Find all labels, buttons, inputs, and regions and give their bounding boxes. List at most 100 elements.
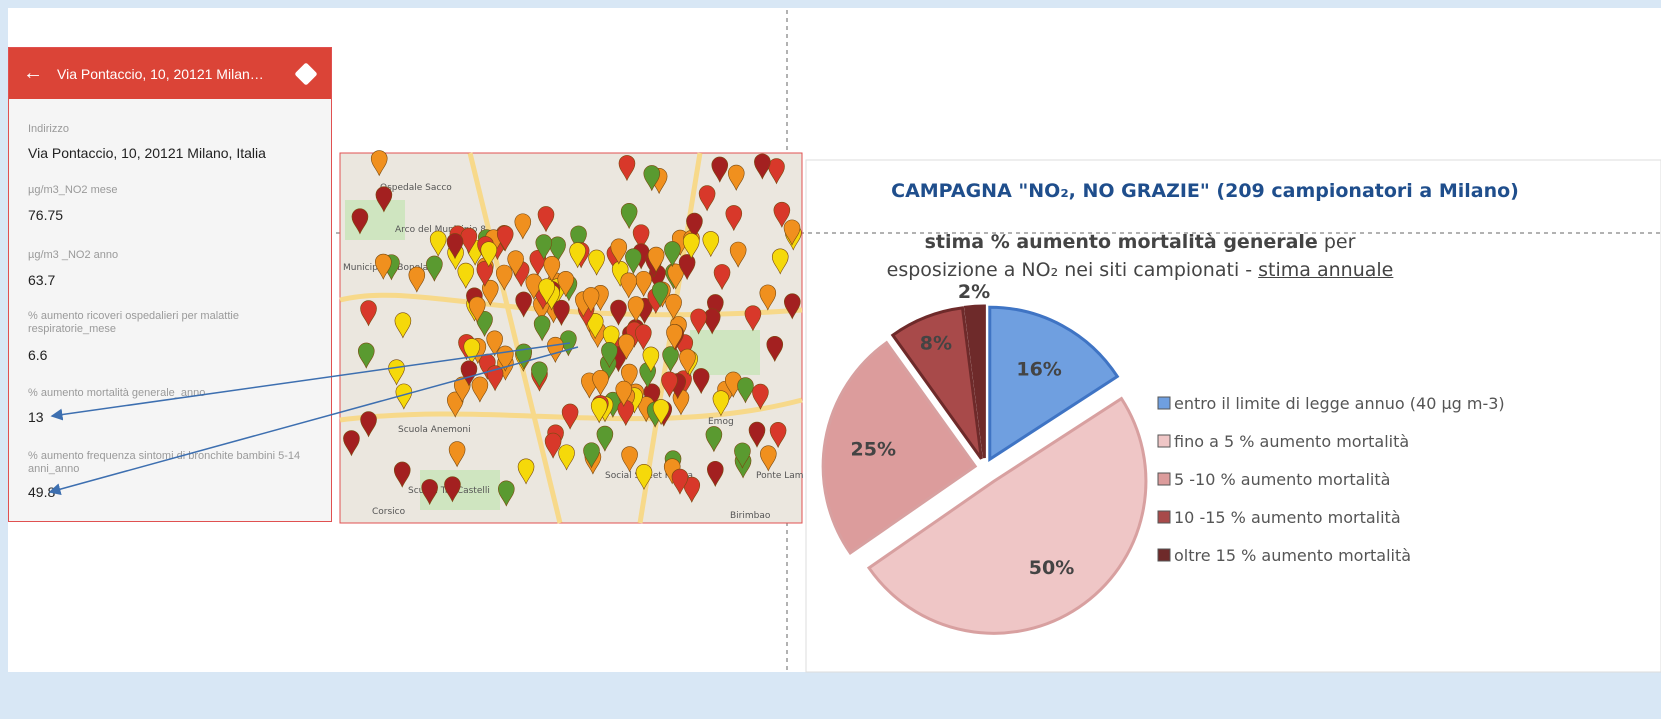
map-pin [351,208,369,235]
info-panel: ← Via Pontaccio, 10, 20121 Milan… Indiri… [8,47,332,522]
subtitle-part: per esposizione a NO₂ nei siti campionat… [886,231,1356,281]
map-pin [773,201,791,228]
map-pin [625,248,642,275]
map-pin [706,461,724,488]
map-pin [643,165,661,192]
map-pin [759,284,777,311]
field-value: Via Pontaccio, 10, 20121 Milano, Italia [28,145,266,161]
map-pin [457,262,475,289]
legend-swatch [1157,472,1171,486]
map-pin [702,231,720,258]
map-pin [460,227,478,254]
map-pin [665,294,682,320]
map-pin [476,260,494,287]
park [690,330,760,375]
map-pin [771,248,789,275]
field-label: µg/m3 _NO2 anno [28,249,119,261]
map-pin [682,233,700,260]
map-pin [712,390,730,417]
slice-label: 16% [1016,358,1061,380]
map-pin [652,399,670,426]
map-pin [514,213,532,240]
back-button[interactable]: ← [23,62,43,84]
map-pin [632,224,650,251]
map-pin [754,153,771,180]
map-pin [375,186,393,213]
map-pin [647,246,665,273]
map-pin [408,266,426,293]
field-value: 13 [28,409,44,425]
map-pin [769,422,787,449]
map-pin [690,308,707,335]
map-pin [635,464,653,491]
map-pin [602,325,620,352]
map-pin [537,206,555,233]
pie-slice [890,306,983,460]
legend-swatch [1157,510,1171,524]
field-value: 63.7 [28,272,56,288]
map-pin [783,293,801,320]
legend-label: oltre 15 % aumento mortalità [1174,546,1411,565]
map-pin [642,346,660,373]
map-pin [621,446,638,473]
map-pin [760,445,777,472]
map-pin [535,234,553,261]
map-pin [620,272,638,299]
map-pin [725,205,743,232]
panel-header: ← Via Pontaccio, 10, 20121 Milan… [9,48,331,99]
map-pin [476,311,493,338]
map-pin [610,299,627,326]
map-pin [507,250,524,277]
map-pin [429,230,447,257]
map-pin [768,158,785,185]
map-pin [468,296,486,323]
map-pin [766,336,784,363]
map-pin [596,425,614,452]
map-pin [553,299,570,326]
pie-slice [963,304,986,459]
map-pin [692,368,710,395]
pie-slice [821,340,978,556]
map-pin [592,370,609,397]
pie-slice [988,305,1120,462]
map-pin [678,254,696,281]
map-pin [583,442,600,469]
map-pin [752,383,769,410]
map-pin [635,324,652,351]
field-value: 6.6 [28,347,48,363]
map-pin [615,380,633,407]
legend-label: entro il limite di legge annuo (40 µg m-… [1174,394,1505,413]
map-pin [734,442,751,469]
map-pin [621,363,638,390]
chart-title: CAMPAGNA "NO₂, NO GRAZIE" (209 campionat… [891,180,1519,202]
map-pin [549,236,566,263]
pie-slice [866,396,1148,635]
map-pin [446,233,464,260]
map-pin [713,264,731,291]
legend-label: 10 -15 % aumento mortalità [1174,508,1401,527]
subtitle-part: stima % aumento mortalità generale [924,231,1318,253]
map-pin [481,279,499,306]
map-pin [661,371,678,398]
field-value: 49.8 [28,484,56,500]
map-pin [586,313,604,340]
map-pin [495,264,513,291]
legend-swatch [1157,548,1171,562]
map-label: Emog [708,417,734,427]
legend-label: fino a 5 % aumento mortalità [1174,432,1409,451]
map-pin [711,156,729,183]
map-pin [533,315,551,342]
map-pin [744,305,762,332]
map-pin [683,476,701,503]
directions-button[interactable] [294,61,318,86]
map-pin [515,291,532,318]
map-pin [543,256,561,283]
map-label: Scuola Anemoni [398,425,471,435]
map-pin [570,225,587,252]
map-pin [480,241,498,268]
map-pin [698,185,716,212]
map-pin [664,241,681,268]
map-pin [370,150,388,177]
